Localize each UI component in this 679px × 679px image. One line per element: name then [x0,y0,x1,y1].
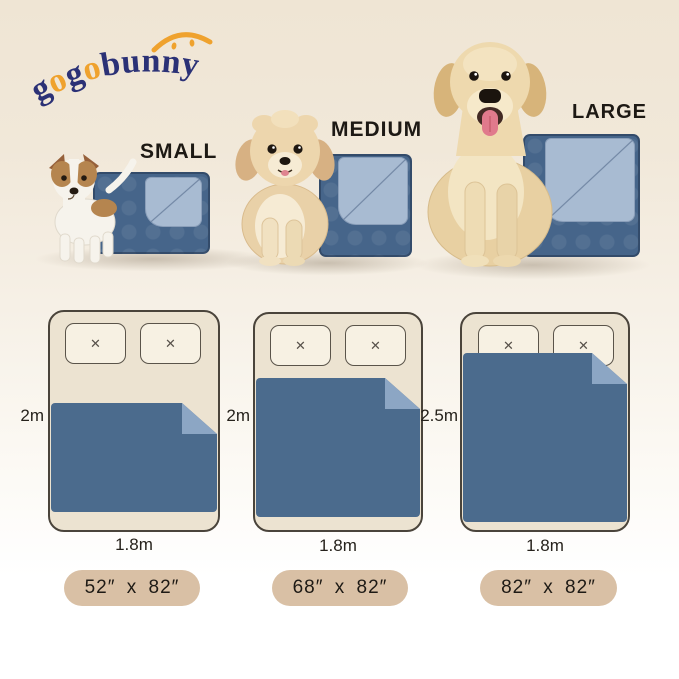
blanket-photo-medium [319,154,412,257]
size-badge-medium: 68″ x 82″ [272,570,408,606]
bed-width-label: 1.8m [115,535,153,554]
blanket-fold-corner [338,157,408,225]
blanket-fold-corner [545,138,635,222]
pillow-x-mark: ✕ [165,336,176,351]
pillow-x-mark: ✕ [370,338,381,353]
pillow-x-mark: ✕ [578,338,589,353]
bed-diagram-medium: ✕ ✕ [253,312,423,532]
pillow: ✕ [140,323,201,364]
bed-width-label: 1.8m [526,536,564,555]
bed-height-label: 2.5m [420,406,458,425]
size-label-large: LARGE [572,101,647,123]
logo-bunny-eye-left-icon [171,42,177,50]
size-badge-large: 82″ x 82″ [480,570,617,606]
size-label-medium: MEDIUM [331,118,423,141]
bed-diagram-large: ✕ ✕ [460,312,630,532]
bed-diagram-small: ✕ ✕ [48,310,220,532]
dog-image-havanese-puppy [235,110,335,266]
size-label-small: SMALL [140,140,218,163]
bed-height-label: 2m [20,406,44,425]
dog-image-golden-retriever [427,42,553,267]
pillow-x-mark: ✕ [295,338,306,353]
size-badge-small: 52″ x 82″ [64,570,200,606]
logo-bunny-eye-right-icon [189,39,195,47]
blanket-fold-triangle [385,378,420,409]
pillow-x-mark: ✕ [90,336,101,351]
pillow: ✕ [65,323,126,364]
pillow-x-mark: ✕ [503,338,514,353]
logo-bunny-ears-arc-icon [151,32,213,53]
pillow: ✕ [345,325,406,366]
brand-logo: gogobunny [28,32,213,109]
brand-logo-text: gogobunny [28,42,202,108]
dog-image-jack-russell-puppy [49,154,137,264]
bed-height-label: 2m [226,406,250,425]
blanket-fold-corner [145,177,202,227]
bed-width-label: 1.8m [319,536,357,555]
pillow: ✕ [270,325,331,366]
